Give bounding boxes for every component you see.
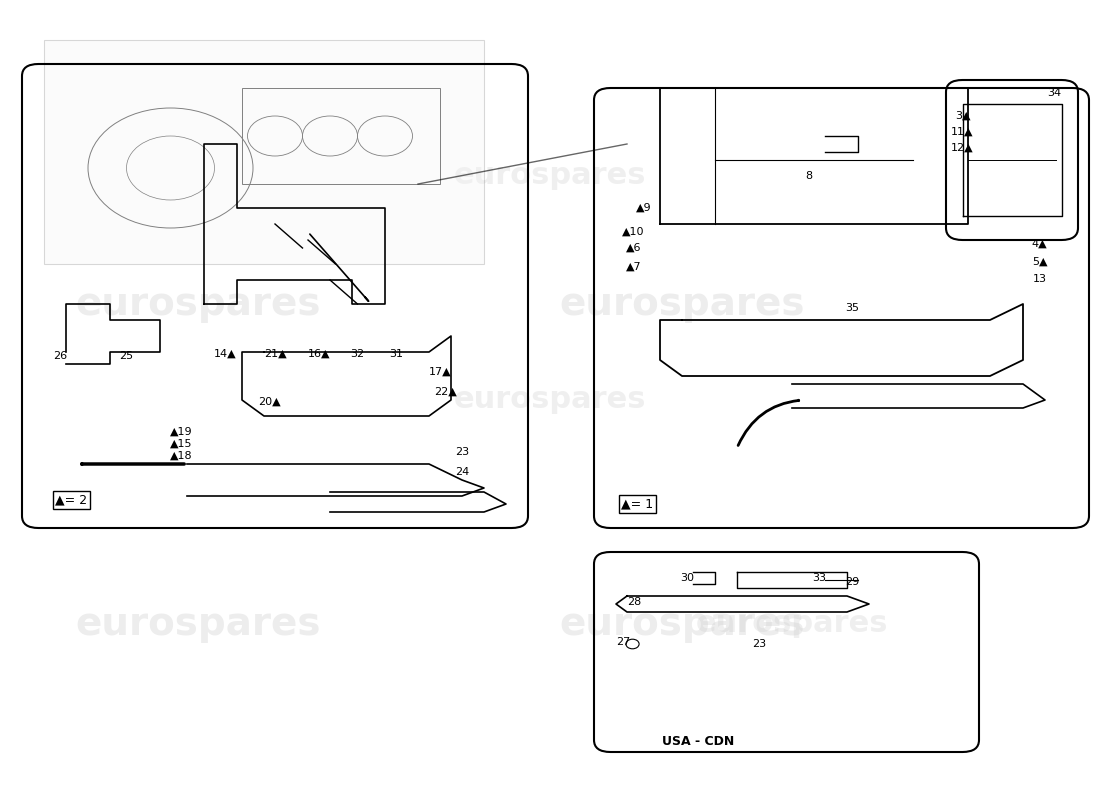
Text: USA - CDN: USA - CDN: [662, 735, 735, 748]
Text: 12▲: 12▲: [952, 143, 974, 153]
Text: eurospares: eurospares: [559, 605, 805, 643]
Text: eurospares: eurospares: [75, 285, 321, 323]
Text: 34: 34: [1047, 88, 1062, 98]
Text: eurospares: eurospares: [453, 162, 647, 190]
Text: 4▲: 4▲: [1032, 239, 1047, 249]
Text: ▲6: ▲6: [626, 243, 641, 253]
Text: 22▲: 22▲: [434, 387, 456, 397]
Text: 28: 28: [628, 597, 641, 606]
Text: eurospares: eurospares: [559, 285, 805, 323]
Text: ▲19: ▲19: [170, 427, 192, 437]
Text: 20▲: 20▲: [258, 397, 280, 406]
Text: 11▲: 11▲: [952, 127, 974, 137]
Text: 30: 30: [681, 574, 694, 583]
Text: 16▲: 16▲: [308, 349, 330, 358]
Text: 29: 29: [846, 578, 859, 587]
Text: 13: 13: [1033, 274, 1046, 284]
Text: eurospares: eurospares: [453, 386, 647, 414]
Text: 31: 31: [389, 349, 403, 358]
Text: ▲= 2: ▲= 2: [55, 494, 87, 506]
Text: 35: 35: [846, 303, 859, 313]
Text: 27: 27: [617, 637, 630, 646]
Text: ▲15: ▲15: [170, 439, 192, 449]
Text: ▲= 1: ▲= 1: [621, 498, 653, 510]
Text: ▲10: ▲10: [623, 227, 645, 237]
Text: 21▲: 21▲: [264, 349, 286, 358]
Text: 33: 33: [813, 574, 826, 583]
Text: 14▲: 14▲: [214, 349, 236, 358]
Text: 23: 23: [752, 639, 766, 649]
Text: eurospares: eurospares: [75, 605, 321, 643]
Text: 17▲: 17▲: [429, 367, 451, 377]
Text: 3▲: 3▲: [955, 111, 970, 121]
Text: eurospares: eurospares: [695, 610, 889, 638]
Text: 5▲: 5▲: [1032, 257, 1047, 266]
Text: 32: 32: [351, 349, 364, 358]
Text: 23: 23: [455, 447, 469, 457]
Text: 26: 26: [54, 351, 67, 361]
Bar: [44, 40, 484, 264]
Text: 8: 8: [805, 171, 812, 181]
Text: ▲7: ▲7: [626, 262, 641, 271]
Text: ▲9: ▲9: [636, 203, 651, 213]
Text: ▲18: ▲18: [170, 451, 192, 461]
Text: 25: 25: [120, 351, 133, 361]
Text: 24: 24: [455, 467, 469, 477]
Bar: [242, 88, 440, 184]
